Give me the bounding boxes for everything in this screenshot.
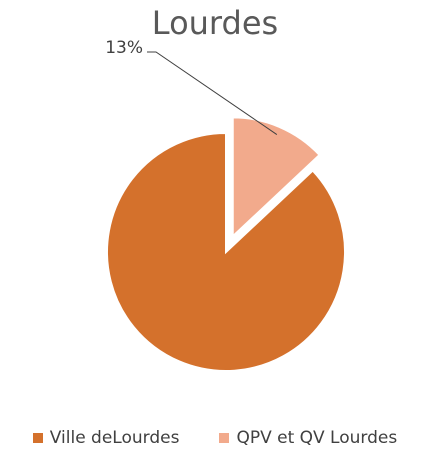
legend-swatch-ville: [32, 433, 43, 443]
legend-label-qpv: QPV et QV Lourdes: [236, 428, 398, 448]
legend-item-qpv[interactable]: QPV et QV Lourdes: [219, 428, 397, 448]
legend-item-ville[interactable]: Ville deLourdes: [32, 428, 180, 448]
leader-line-qpv: [147, 51, 278, 135]
pie-slice-qpv[interactable]: [173, 92, 321, 239]
legend: Ville deLourdes QPV et QV Lourdes: [0, 428, 430, 448]
pie-slice-ville[interactable]: [58, 84, 394, 420]
chart-title: Lourdes: [151, 4, 279, 42]
data-label-qpv: 13%: [105, 38, 143, 58]
legend-swatch-qpv: [219, 433, 230, 443]
legend-label-ville: Ville deLourdes: [49, 428, 180, 448]
pie-chart: 13%: [58, 38, 394, 420]
